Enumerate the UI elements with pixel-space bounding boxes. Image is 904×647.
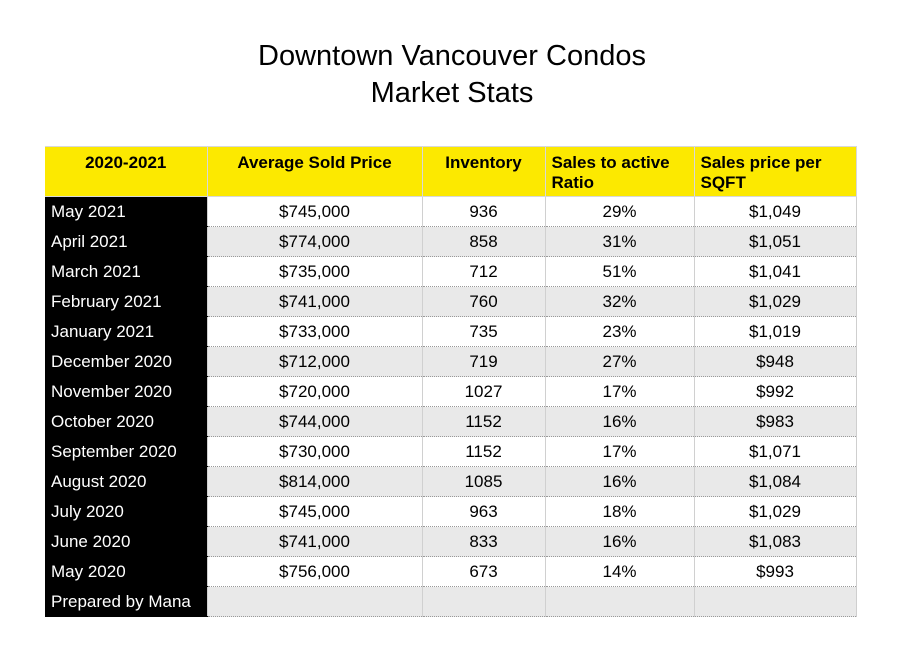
inventory-cell: 1152 [422,436,546,467]
average-sold-price-cell: $814,000 [207,466,423,497]
table-body: May 2021 $745,000 936 29% $1,049 April 2021 $7… [45,196,857,617]
header-sales-to-active-ratio: Sales to active Ratio [545,146,695,197]
average-sold-price-cell: $745,000 [207,196,423,227]
table-row: October 2020 $744,000 1152 16% $983 [45,406,857,437]
header-inventory: Inventory [422,146,546,197]
sales-ratio-cell: 31% [545,226,695,257]
price-per-sqft-cell: $1,083 [694,526,857,557]
header-period: 2020-2021 [45,146,208,197]
table-row: January 2021 $733,000 735 23% $1,019 [45,316,857,347]
inventory-cell: 1027 [422,376,546,407]
table-header: 2020-2021 Average Sold Price Inventory S… [45,146,857,197]
price-per-sqft-cell: $1,029 [694,286,857,317]
average-sold-price-cell: $774,000 [207,226,423,257]
inventory-cell: 735 [422,316,546,347]
inventory-cell: 1152 [422,406,546,437]
price-per-sqft-cell: $1,071 [694,436,857,467]
title-line-2: Market Stats [370,77,534,109]
table-row: July 2020 $745,000 963 18% $1,029 [45,496,857,527]
sales-ratio-cell: 16% [545,466,695,497]
inventory-cell: 673 [422,556,546,587]
inventory-cell [422,586,546,617]
average-sold-price-cell: $735,000 [207,256,423,287]
average-sold-price-cell: $733,000 [207,316,423,347]
sales-ratio-cell: 14% [545,556,695,587]
average-sold-price-cell: $745,000 [207,496,423,527]
average-sold-price-cell [207,586,423,617]
price-per-sqft-cell: $1,049 [694,196,857,227]
table-row: June 2020 $741,000 833 16% $1,083 [45,526,857,557]
row-label: March 2021 [45,256,208,287]
page-title: Downtown Vancouver Condos Market Stats [0,38,904,112]
average-sold-price-cell: $741,000 [207,286,423,317]
inventory-cell: 963 [422,496,546,527]
sales-ratio-cell: 17% [545,376,695,407]
average-sold-price-cell: $730,000 [207,436,423,467]
row-label: February 2021 [45,286,208,317]
row-label: May 2021 [45,196,208,227]
sales-ratio-cell: 18% [545,496,695,527]
inventory-cell: 936 [422,196,546,227]
row-label: July 2020 [45,496,208,527]
inventory-cell: 760 [422,286,546,317]
table-row: April 2021 $774,000 858 31% $1,051 [45,226,857,257]
sales-ratio-cell: 29% [545,196,695,227]
price-per-sqft-cell: $1,019 [694,316,857,347]
sales-ratio-cell: 32% [545,286,695,317]
sales-ratio-cell: 17% [545,436,695,467]
price-per-sqft-cell: $1,084 [694,466,857,497]
row-label: September 2020 [45,436,208,467]
price-per-sqft-cell: $992 [694,376,857,407]
row-label: November 2020 [45,376,208,407]
table-row: March 2021 $735,000 712 51% $1,041 [45,256,857,287]
table-row: February 2021 $741,000 760 32% $1,029 [45,286,857,317]
sales-ratio-cell: 16% [545,526,695,557]
price-per-sqft-cell: $1,041 [694,256,857,287]
row-label: August 2020 [45,466,208,497]
average-sold-price-cell: $744,000 [207,406,423,437]
table-row: May 2021 $745,000 936 29% $1,049 [45,196,857,227]
inventory-cell: 1085 [422,466,546,497]
inventory-cell: 833 [422,526,546,557]
price-per-sqft-cell: $993 [694,556,857,587]
title-line-1: Downtown Vancouver Condos [258,40,646,72]
row-label: June 2020 [45,526,208,557]
price-per-sqft-cell: $1,051 [694,226,857,257]
table-row: August 2020 $814,000 1085 16% $1,084 [45,466,857,497]
average-sold-price-cell: $720,000 [207,376,423,407]
table-row: September 2020 $730,000 1152 17% $1,071 [45,436,857,467]
header-row: 2020-2021 Average Sold Price Inventory S… [45,146,857,197]
sales-ratio-cell: 27% [545,346,695,377]
table-row: December 2020 $712,000 719 27% $948 [45,346,857,377]
sales-ratio-cell [545,586,695,617]
table-row: Prepared by Mana [45,586,857,617]
price-per-sqft-cell: $983 [694,406,857,437]
sales-ratio-cell: 23% [545,316,695,347]
header-sales-price-per-sqft: Sales price per SQFT [694,146,857,197]
row-label: April 2021 [45,226,208,257]
row-label: Prepared by Mana [45,586,208,617]
row-label: January 2021 [45,316,208,347]
inventory-cell: 858 [422,226,546,257]
average-sold-price-cell: $756,000 [207,556,423,587]
row-label: October 2020 [45,406,208,437]
table-row: November 2020 $720,000 1027 17% $992 [45,376,857,407]
inventory-cell: 712 [422,256,546,287]
header-average-sold-price: Average Sold Price [207,146,423,197]
table-row: May 2020 $756,000 673 14% $993 [45,556,857,587]
average-sold-price-cell: $712,000 [207,346,423,377]
row-label: May 2020 [45,556,208,587]
average-sold-price-cell: $741,000 [207,526,423,557]
row-label: December 2020 [45,346,208,377]
price-per-sqft-cell: $1,029 [694,496,857,527]
market-stats-table: 2020-2021 Average Sold Price Inventory S… [45,146,857,617]
price-per-sqft-cell: $948 [694,346,857,377]
inventory-cell: 719 [422,346,546,377]
sales-ratio-cell: 51% [545,256,695,287]
sales-ratio-cell: 16% [545,406,695,437]
price-per-sqft-cell [694,586,857,617]
